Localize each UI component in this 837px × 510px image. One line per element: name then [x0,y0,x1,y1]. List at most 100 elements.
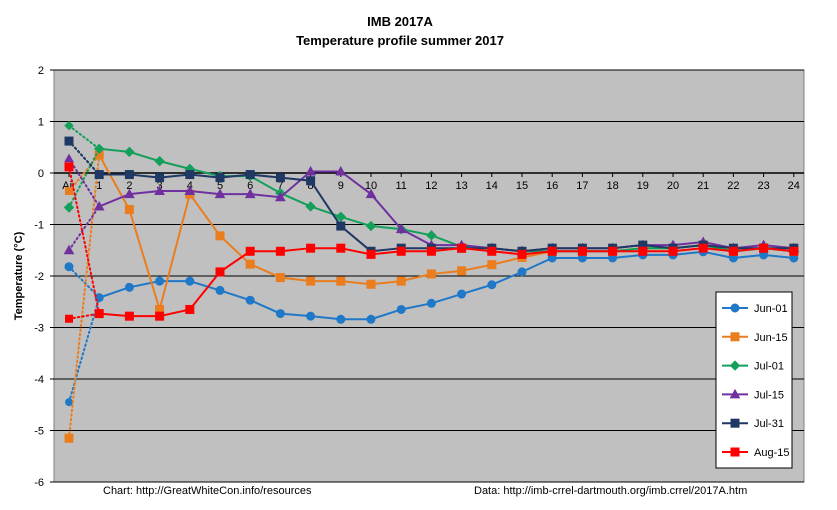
legend-label: Jul-01 [754,361,784,373]
data-point [215,285,225,295]
data-point [65,398,73,407]
x-tick-label: 18 [606,180,618,192]
legend-label: Jun-15 [754,332,788,344]
data-point [93,143,105,155]
data-point [64,262,74,272]
x-tick-label: 17 [576,180,588,192]
data-point [64,433,74,443]
x-tick-label: 14 [486,180,498,192]
data-point [305,165,316,176]
data-point [63,244,75,255]
data-point [64,162,74,172]
dotted-connector [68,205,101,252]
data-point [185,304,195,314]
x-tick-label: 9 [338,180,344,192]
data-point [215,231,225,241]
data-point [154,155,165,167]
data-point [275,273,285,283]
x-tick-label: 12 [425,180,437,192]
data-point [245,246,255,256]
y-axis: 2 1 0 -1 -2 -3 -4 -5 -6 [34,65,54,489]
series-line [99,247,794,318]
dotted-connector [68,165,101,315]
data-point [306,276,316,286]
data-point [275,309,285,319]
data-point [245,259,255,269]
legend: Jun-01 Jun-15 Jul-01 Jul-15 Jul-31 Aug-15 [715,291,793,469]
legend-label: Aug-15 [754,447,789,459]
series-aug-15 [64,162,799,323]
data-point [457,289,467,299]
data-point [124,205,134,215]
data-point [426,246,436,256]
data-point [396,304,406,314]
y-tick-label: -3 [34,323,44,335]
dotted-connector-secondary [68,312,101,320]
y-tick-label: -1 [34,220,44,232]
x-tick-label: 10 [365,180,377,192]
data-point [93,200,105,211]
data-point [698,243,708,253]
chart-title: IMB 2017A [367,14,433,29]
data-point [64,120,74,131]
data-point [124,146,135,158]
data-point [335,165,347,176]
data-point [155,173,165,183]
data-point [487,246,497,256]
series-line [98,170,794,253]
x-tick-label: 23 [757,180,769,192]
data-point [306,176,316,186]
data-point [306,311,316,321]
series-layer [63,120,800,443]
x-tick-label: 16 [546,180,558,192]
data-point [336,276,346,286]
data-point [457,243,467,253]
legend-item: Jul-01 [722,360,784,373]
data-point [517,267,527,277]
legend-item: Jun-15 [722,332,788,344]
data-point [245,170,255,180]
series-line [99,173,794,253]
y-tick-label: 0 [38,168,44,180]
data-point [245,295,255,305]
data-point [335,211,347,222]
data-point [124,170,134,180]
data-point [729,360,741,371]
data-point [487,260,497,270]
data-source: Data: http://imb-crrel-dartmouth.org/imb… [474,485,747,497]
x-tick-label: 5 [217,180,223,192]
data-point [336,243,346,253]
gridlines [54,69,804,483]
x-tick-label: 2 [126,180,132,192]
x-tick-label: 20 [667,180,679,192]
x-tick-label: 7 [277,180,283,192]
y-tick-label: -2 [34,271,44,283]
data-point [124,311,134,321]
data-point [184,185,196,196]
data-point [124,188,135,199]
data-point [730,303,740,313]
y-tick-label: 2 [38,65,44,77]
series-line [98,250,794,321]
chart-credit: Chart: http://GreatWhiteCon.info/resourc… [103,485,312,497]
data-point [395,223,407,234]
data-point [426,298,436,308]
x-tick-label: 1 [96,180,102,192]
x-tick-label: 24 [788,180,800,192]
data-point [65,187,73,196]
data-point [547,246,557,256]
data-point [638,246,648,256]
y-tick-label: -5 [34,426,44,438]
data-point [305,201,316,212]
data-point [396,276,406,286]
data-point [275,173,285,183]
data-point [366,314,376,324]
data-point [94,170,104,180]
y-tick-label: -6 [34,477,44,489]
data-point [215,173,225,183]
data-point [728,246,738,256]
data-point [124,282,134,292]
data-point [275,191,286,202]
data-point [487,280,497,290]
